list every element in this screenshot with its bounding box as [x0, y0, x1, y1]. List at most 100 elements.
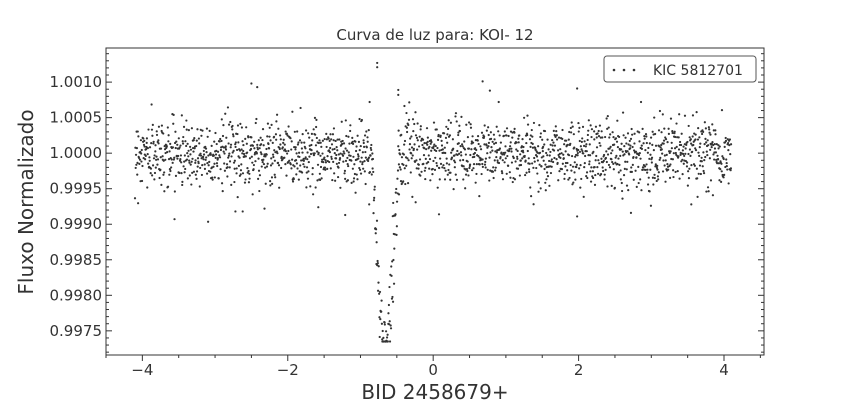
data-point	[402, 180, 405, 183]
data-point	[214, 156, 217, 160]
data-point	[213, 176, 216, 179]
data-point	[373, 188, 376, 191]
data-point	[562, 153, 565, 156]
data-point	[155, 133, 159, 137]
data-point	[180, 114, 183, 117]
data-point	[250, 82, 253, 85]
data-point	[614, 137, 618, 140]
data-point	[223, 169, 227, 172]
data-point	[460, 115, 463, 118]
data-point	[338, 158, 341, 161]
data-point	[148, 156, 151, 159]
data-point	[501, 153, 504, 156]
data-point	[558, 170, 561, 173]
data-point	[420, 170, 423, 173]
data-point	[448, 134, 452, 137]
data-point	[240, 163, 243, 166]
data-point	[207, 164, 210, 167]
data-point	[450, 151, 453, 154]
data-point	[691, 135, 694, 138]
data-point	[280, 155, 283, 158]
data-point	[651, 176, 655, 179]
data-point	[160, 183, 163, 186]
data-point	[164, 151, 167, 155]
data-point	[540, 165, 543, 168]
data-point	[183, 154, 186, 157]
data-point	[570, 131, 573, 134]
data-point	[597, 135, 601, 138]
data-point	[419, 174, 422, 177]
data-point	[233, 167, 236, 170]
data-point	[708, 157, 711, 160]
data-point	[552, 149, 556, 152]
data-point	[380, 322, 384, 325]
data-point	[192, 139, 195, 142]
data-point	[195, 177, 198, 180]
data-point	[315, 125, 318, 129]
data-point	[205, 127, 209, 130]
data-point	[675, 145, 678, 148]
data-point	[237, 164, 241, 167]
data-point	[702, 130, 705, 133]
data-point	[174, 146, 177, 150]
data-point	[259, 136, 262, 139]
data-point	[497, 100, 500, 104]
data-point	[478, 194, 481, 198]
data-point	[334, 139, 337, 143]
data-point	[665, 153, 668, 157]
data-point	[149, 172, 152, 175]
data-point	[603, 178, 606, 181]
data-point	[194, 173, 197, 176]
data-point	[669, 150, 672, 153]
data-point	[338, 138, 341, 141]
data-point	[510, 150, 513, 153]
data-point	[589, 180, 593, 183]
y-tick-label: 0.9990	[50, 215, 103, 233]
data-point	[713, 143, 716, 146]
data-point	[696, 195, 699, 198]
data-point	[714, 151, 718, 154]
data-point	[486, 152, 489, 155]
data-point	[172, 113, 175, 117]
data-point	[457, 142, 460, 145]
data-point	[607, 163, 611, 167]
data-point	[624, 136, 627, 139]
data-point	[286, 152, 289, 155]
data-point	[319, 141, 322, 144]
data-point	[251, 193, 254, 196]
data-point	[339, 152, 342, 155]
data-point	[469, 123, 472, 126]
data-point	[626, 150, 629, 153]
data-point	[377, 265, 380, 268]
data-point	[359, 172, 363, 175]
data-point	[260, 153, 263, 156]
data-point	[315, 136, 318, 140]
data-point	[228, 160, 232, 163]
data-point	[329, 167, 332, 170]
data-point	[554, 125, 557, 128]
data-point	[561, 128, 564, 132]
data-point	[576, 215, 579, 218]
data-point	[535, 155, 539, 158]
data-point	[707, 190, 710, 193]
data-point	[333, 147, 336, 151]
x-tick-label: −4	[131, 361, 153, 379]
data-point	[377, 281, 380, 284]
data-point	[219, 168, 222, 171]
data-point	[378, 292, 381, 295]
data-point	[532, 166, 535, 169]
data-point	[441, 148, 444, 151]
data-point	[445, 125, 448, 128]
data-point	[386, 333, 389, 336]
data-point	[680, 132, 683, 135]
data-point	[429, 179, 432, 182]
data-point	[516, 157, 519, 160]
data-point	[505, 172, 508, 175]
data-point	[203, 167, 207, 170]
data-point	[370, 148, 373, 152]
data-point	[426, 140, 429, 143]
data-point	[326, 155, 329, 158]
data-point	[432, 145, 435, 148]
data-point	[252, 163, 256, 167]
